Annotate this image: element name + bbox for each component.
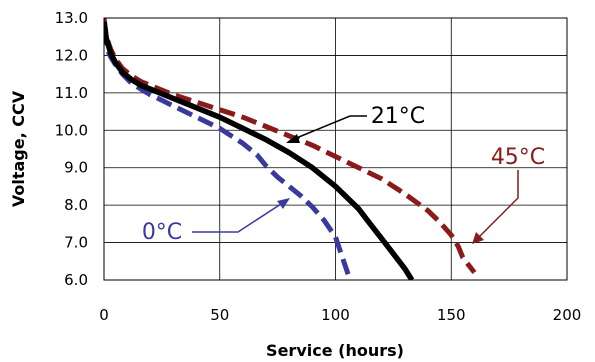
annotation-0c: 0°C [142, 220, 182, 245]
annotation-arrow-0c [192, 201, 285, 233]
y-tick-label: 8.0 [64, 196, 88, 214]
series-line-0c [104, 28, 352, 279]
annotation-21c: 21°C [371, 104, 425, 129]
y-tick-label: 13.0 [55, 9, 88, 27]
annotation-arrow-45c [477, 170, 519, 239]
x-axis-title: Service (hours) [266, 341, 404, 360]
annotation-arrowhead-0c [277, 198, 290, 209]
gridlines [103, 17, 568, 281]
series-group [104, 18, 477, 280]
series-line-21c [104, 21, 415, 280]
x-tick-label: 200 [553, 306, 582, 324]
annotation-arrow-21c [293, 115, 367, 140]
plot-frame [103, 17, 568, 281]
x-tick-label: 150 [437, 306, 466, 324]
x-tick-label: 100 [321, 306, 350, 324]
y-tick-label: 7.0 [64, 234, 88, 252]
y-tick-label: 10.0 [55, 121, 88, 139]
annotations: 0°C 21°C 45°C [142, 104, 545, 245]
y-axis-title: Voltage, CCV [9, 90, 28, 207]
y-tick-label: 6.0 [64, 271, 88, 289]
y-tick-labels: 6.0 7.0 8.0 9.0 10.0 11.0 12.0 13.0 [55, 9, 88, 289]
x-tick-label: 0 [99, 306, 109, 324]
annotation-arrowhead-45c [472, 232, 484, 244]
y-tick-label: 9.0 [64, 159, 88, 177]
x-tick-labels: 0 50 100 150 200 [99, 306, 581, 324]
annotation-arrowhead-21c [286, 134, 300, 143]
x-tick-label: 50 [210, 306, 229, 324]
y-tick-label: 12.0 [55, 46, 88, 64]
annotation-45c: 45°C [491, 145, 545, 170]
y-tick-label: 11.0 [55, 84, 88, 102]
